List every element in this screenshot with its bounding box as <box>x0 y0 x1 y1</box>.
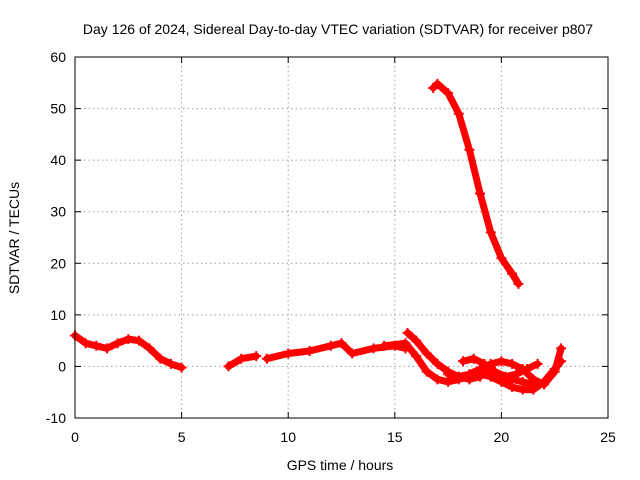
data-point <box>379 340 390 351</box>
data-point <box>411 335 422 346</box>
series-line <box>225 352 260 370</box>
data-point <box>500 371 511 382</box>
series-8 <box>428 78 524 289</box>
data-point <box>453 108 464 119</box>
data-point <box>155 353 166 364</box>
data-point <box>443 369 454 380</box>
data-point <box>165 358 176 369</box>
data-point <box>496 356 507 367</box>
data-point <box>513 278 524 289</box>
data-point <box>325 340 336 351</box>
series-5 <box>402 327 567 390</box>
data-point <box>507 268 518 279</box>
y-tick-label: -10 <box>46 410 66 426</box>
data-point <box>549 366 560 377</box>
data-point <box>556 343 567 354</box>
data-point <box>80 338 91 349</box>
series-7 <box>458 353 543 382</box>
data-point <box>347 348 358 359</box>
data-point <box>528 379 539 390</box>
series-2 <box>223 351 262 372</box>
data-point <box>532 358 543 369</box>
chart-title: Day 126 of 2024, Sidereal Day-to-day VTE… <box>83 21 593 37</box>
data-point <box>368 343 379 354</box>
data-point <box>453 371 464 382</box>
data-point <box>479 358 490 369</box>
data-point <box>490 366 501 377</box>
data-point <box>496 253 507 264</box>
data-point <box>421 366 432 377</box>
plot-frame <box>74 56 609 419</box>
data-point <box>123 334 134 345</box>
data-point <box>176 362 187 373</box>
x-tick-label: 25 <box>600 429 616 445</box>
data-point <box>261 353 272 364</box>
y-tick-label: 40 <box>50 152 66 168</box>
data-point <box>432 374 443 385</box>
y-tick-label: 60 <box>50 49 66 65</box>
y-tick-label: 10 <box>50 307 66 323</box>
data-point <box>411 351 422 362</box>
data-point <box>432 78 443 89</box>
data-point <box>507 358 518 369</box>
y-tick-label: 0 <box>58 358 66 374</box>
series-1 <box>70 330 187 373</box>
y-tick-label: 20 <box>50 255 66 271</box>
data-point <box>517 376 528 387</box>
data-point <box>112 338 123 349</box>
data-point <box>432 358 443 369</box>
data-point <box>402 327 413 338</box>
data-point <box>464 144 475 155</box>
data-point <box>511 369 522 380</box>
data-point <box>475 188 486 199</box>
x-axis-label: GPS time / hours <box>287 457 394 473</box>
data-point <box>443 88 454 99</box>
x-tick-label: 5 <box>178 429 186 445</box>
x-tick-label: 20 <box>494 429 510 445</box>
data-point <box>521 364 532 375</box>
data-point <box>304 345 315 356</box>
y-tick-label: 30 <box>50 204 66 220</box>
data-point <box>400 338 411 349</box>
data-series <box>70 78 567 395</box>
data-point <box>336 338 347 349</box>
data-point <box>133 335 144 346</box>
data-point <box>144 343 155 354</box>
data-point <box>468 353 479 364</box>
data-point <box>101 343 112 354</box>
data-point <box>421 348 432 359</box>
data-point <box>485 227 496 238</box>
data-point <box>464 369 475 380</box>
x-tick-label: 15 <box>387 429 403 445</box>
data-point <box>458 356 469 367</box>
data-point <box>539 379 550 390</box>
series-line <box>429 80 522 288</box>
y-tick-label: 50 <box>50 101 66 117</box>
data-point <box>91 340 102 351</box>
data-point <box>223 361 234 372</box>
x-tick-label: 10 <box>280 429 296 445</box>
x-tick-label: 0 <box>71 429 79 445</box>
data-point <box>236 353 247 364</box>
data-point <box>283 348 294 359</box>
data-point <box>251 351 262 362</box>
y-axis-label: SDTVAR / TECUs <box>6 182 22 294</box>
grid-lines <box>75 57 608 418</box>
